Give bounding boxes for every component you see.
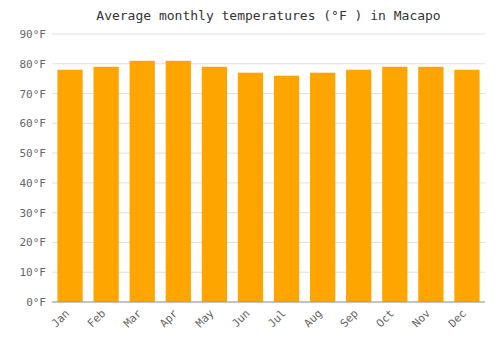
bars xyxy=(57,61,479,302)
bar xyxy=(418,67,443,302)
x-tick-label: Feb xyxy=(85,307,108,330)
bar xyxy=(274,76,299,302)
bar xyxy=(93,67,118,302)
x-tick-label: Nov xyxy=(410,307,434,331)
y-tick-label: 30°F xyxy=(20,207,47,220)
bar xyxy=(310,73,335,302)
y-tick-label: 60°F xyxy=(20,117,47,130)
grid-line xyxy=(52,34,485,35)
y-tick-label: 40°F xyxy=(20,177,47,190)
bar xyxy=(238,73,263,302)
grid-line xyxy=(52,63,485,64)
y-tick-label: 10°F xyxy=(20,266,47,279)
x-tick-label: May xyxy=(193,307,217,331)
y-tick-label: 0°F xyxy=(26,296,46,309)
chart: Average monthly temperatures (°F ) in Ma… xyxy=(0,0,500,350)
x-tick-label: Oct xyxy=(374,307,397,330)
bar xyxy=(130,61,155,302)
bar xyxy=(346,70,371,302)
x-tick-label: Jan xyxy=(49,307,72,330)
x-tick-label: Dec xyxy=(446,307,469,330)
x-tick-label: Apr xyxy=(157,307,181,331)
x-axis: Jan Feb Mar Apr May Jun Jul Aug Sep Oct Nov Dec xyxy=(49,307,469,331)
x-tick-label: Mar xyxy=(121,307,145,331)
grid-line xyxy=(52,302,485,303)
y-tick-label: 70°F xyxy=(20,88,47,101)
x-axis-line xyxy=(52,302,485,303)
x-tick-label: Jun xyxy=(229,307,252,330)
grid xyxy=(52,34,485,302)
bar xyxy=(202,67,227,302)
x-tick-label: Sep xyxy=(338,307,361,330)
x-tick-label: Jul xyxy=(265,307,288,330)
bar xyxy=(166,61,191,302)
x-tick-label: Aug xyxy=(302,307,325,330)
bar xyxy=(382,67,407,302)
y-tick-label: 50°F xyxy=(20,147,47,160)
bar xyxy=(57,70,82,302)
y-tick-label: 90°F xyxy=(20,28,47,41)
y-tick-label: 80°F xyxy=(20,58,47,71)
bar xyxy=(454,70,479,302)
y-tick-label: 20°F xyxy=(20,236,47,249)
y-axis: 0°F 10°F 20°F 30°F 40°F 50°F 60°F 70°F 80°F 90°F xyxy=(20,28,47,309)
title: Average monthly temperatures (°F ) in Ma… xyxy=(96,8,440,23)
